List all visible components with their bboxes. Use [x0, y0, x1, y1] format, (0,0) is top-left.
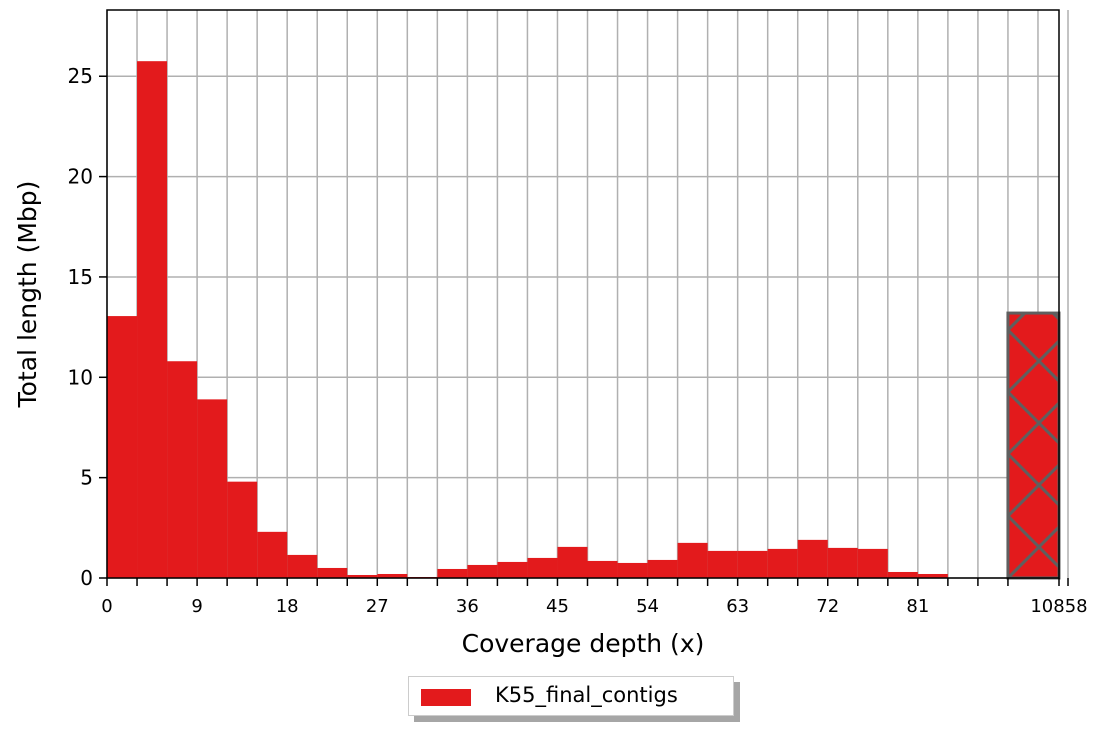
x-tick-label: 36: [456, 596, 479, 617]
y-tick-label: 25: [68, 64, 93, 88]
x-tick-label: 10858: [1030, 596, 1087, 617]
legend-swatch: [421, 689, 471, 706]
x-tick-label: 18: [276, 596, 299, 617]
histogram-bar: [707, 550, 738, 578]
overflow-bar: [1006, 311, 1061, 580]
histogram-bar: [527, 557, 558, 578]
overflow-bar-hatch: [1006, 311, 1061, 580]
y-tick-label: 5: [80, 466, 93, 490]
x-tick-label: 9: [191, 596, 202, 617]
grid-lines: [106, 10, 1069, 579]
x-tick-label: 54: [636, 596, 659, 617]
x-tick-label: 63: [726, 596, 749, 617]
histogram-bar: [857, 548, 888, 578]
histogram-bar: [737, 550, 768, 578]
histogram-bar: [677, 542, 708, 578]
histogram-bar: [887, 571, 918, 578]
x-tick-label: 27: [366, 596, 389, 617]
histogram-bar: [377, 573, 408, 578]
x-tick-label: 81: [906, 596, 929, 617]
histogram-bar: [797, 539, 828, 578]
histogram-bar: [227, 481, 258, 578]
legend: K55_final_contigs: [408, 676, 740, 722]
bar-series: [107, 61, 948, 578]
y-tick-label: 10: [68, 365, 93, 389]
histogram-bar: [287, 554, 318, 578]
histogram-bar: [197, 399, 228, 578]
histogram-bar: [587, 560, 618, 578]
axis-ticks: 0 9 18 27 36 45 54 63 72 81 10858 0 5 10 15 20 25: [68, 64, 1088, 617]
x-tick-label: 72: [816, 596, 839, 617]
legend-box: K55_final_contigs: [408, 676, 734, 716]
histogram-bar: [167, 361, 198, 578]
histogram-bar: [107, 316, 138, 578]
x-axis-label: Coverage depth (x): [462, 629, 705, 658]
histogram-bar: [347, 574, 378, 578]
plot-frame: [106, 9, 1060, 579]
histogram-bar: [317, 567, 348, 578]
y-tick-label: 20: [68, 165, 93, 189]
histogram-bar: [917, 573, 948, 578]
histogram-bar: [467, 564, 498, 578]
histogram-bar: [557, 546, 588, 578]
histogram-bar: [827, 547, 858, 578]
histogram-bar: [767, 548, 798, 578]
histogram-bar: [257, 531, 288, 578]
y-axis-label: Total length (Mbp): [13, 181, 42, 409]
histogram-bar: [647, 559, 678, 578]
histogram-bar: [137, 61, 168, 578]
y-tick-label: 15: [68, 265, 93, 289]
legend-label: K55_final_contigs: [495, 683, 678, 707]
y-tick-label: 0: [80, 566, 93, 590]
histogram-bar: [497, 561, 528, 578]
x-tick-label: 0: [101, 596, 112, 617]
x-tick-label: 45: [546, 596, 569, 617]
histogram-bar: [617, 562, 648, 578]
histogram-bar: [437, 568, 468, 578]
